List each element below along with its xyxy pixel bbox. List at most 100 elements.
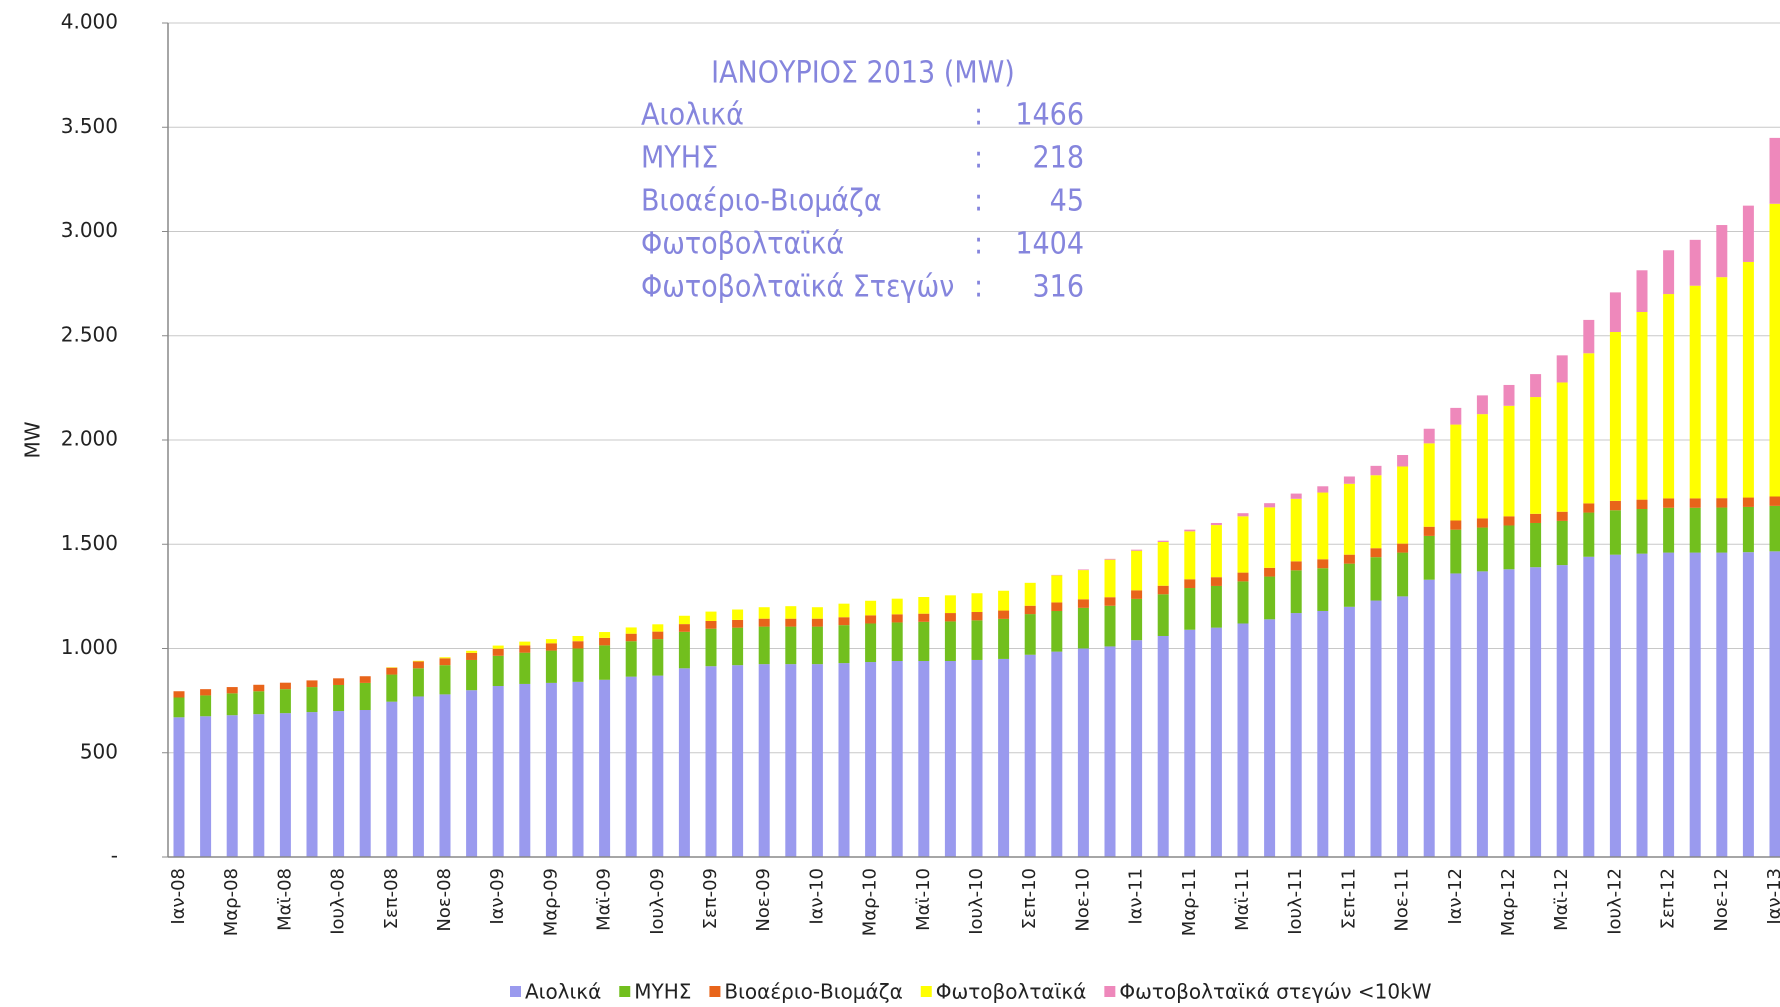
bar-segment: [971, 612, 983, 621]
bar-segment: [838, 625, 850, 664]
bar-segment: [1157, 594, 1169, 636]
bar-segment: [1636, 553, 1648, 857]
annotation-label: Φωτοβολταϊκά Στεγών: [641, 270, 954, 305]
bar-segment: [705, 611, 717, 621]
bar-segment: [439, 694, 451, 857]
bar-segment: [1157, 540, 1169, 542]
y-tick-label: 3.500: [61, 114, 118, 138]
bar-segment: [625, 633, 637, 642]
bar-segment: [173, 717, 185, 857]
bar-segment: [678, 624, 690, 632]
bar-segment: [386, 667, 398, 675]
bar-segment: [758, 664, 770, 857]
bar-segment: [200, 695, 212, 717]
bar-segment: [1264, 567, 1276, 577]
bar-segment: [998, 658, 1010, 857]
bar-segment: [1716, 507, 1728, 553]
bar-segment: [572, 635, 584, 642]
bar-segment: [599, 645, 611, 680]
bar-segment: [519, 652, 531, 684]
bar-segment: [1051, 602, 1063, 611]
bar-segment: [1556, 511, 1568, 521]
bar-segment: [439, 657, 451, 659]
bar-segment: [625, 641, 637, 677]
x-tick-label: Μαϊ-11: [1232, 868, 1253, 931]
bar-segment: [1636, 499, 1648, 510]
bar-segment: [1104, 558, 1116, 560]
x-tick-label: Ιαν-09: [487, 868, 508, 925]
bar-segment: [998, 610, 1010, 619]
bar-segment: [572, 641, 584, 649]
bar-segment: [785, 626, 797, 665]
bar-segment: [1210, 577, 1222, 586]
bar-segment: [625, 627, 637, 634]
x-tick-label: Νοε-08: [434, 868, 455, 932]
x-tick-label: Σεπ-11: [1338, 868, 1359, 929]
x-tick-label: Σεπ-12: [1658, 868, 1679, 929]
bar-segment: [1583, 556, 1595, 857]
bar-segment: [519, 645, 531, 653]
bar-segment: [1583, 512, 1595, 557]
x-tick-label: Ιουλ-11: [1285, 868, 1306, 935]
bar-segment: [732, 619, 744, 628]
bar-segment: [811, 626, 823, 665]
bar-segment: [545, 639, 557, 644]
bar-segment: [1210, 627, 1222, 857]
legend-swatch: [1104, 986, 1116, 997]
bar-segment: [1530, 567, 1542, 857]
bar-segment: [1769, 496, 1780, 506]
bar-segment: [652, 631, 664, 640]
bar-segment: [1663, 294, 1675, 499]
bar-segment: [1476, 414, 1488, 519]
x-tick-label: Ιουλ-08: [328, 868, 349, 935]
bar-segment: [1450, 407, 1462, 425]
bar-segment: [492, 645, 504, 649]
bar-segment: [678, 615, 690, 625]
bar-segment: [865, 623, 877, 663]
bar-segment: [1769, 551, 1780, 857]
bar-segment: [838, 617, 850, 626]
bar-segment: [1556, 382, 1568, 512]
bar-segment: [1343, 606, 1355, 857]
legend-label: Φωτοβολταϊκά: [936, 980, 1087, 1004]
bar-segment: [998, 618, 1010, 659]
x-tick-label: Σεπ-09: [700, 868, 721, 929]
bar-segment: [1503, 405, 1515, 517]
legend-swatch: [920, 986, 932, 997]
x-tick-label: Μαρ-12: [1498, 868, 1519, 936]
bar-segment: [971, 620, 983, 660]
bar-segment: [1636, 270, 1648, 312]
bar-segment: [1609, 331, 1621, 501]
bar-segment: [1503, 384, 1515, 406]
bar-segment: [412, 661, 424, 669]
bar-segment: [226, 715, 238, 857]
bar-segment: [1609, 554, 1621, 857]
legend-label: Αιολικά: [525, 980, 601, 1004]
bar-segment: [1450, 424, 1462, 521]
bar-segment: [1556, 520, 1568, 566]
bar-segment: [1290, 498, 1302, 562]
y-tick-label: 500: [80, 739, 118, 763]
annotation-separator: :: [974, 270, 983, 305]
bar-segment: [918, 613, 930, 622]
bar-segment: [1742, 261, 1754, 498]
bar-segment: [1530, 397, 1542, 514]
bar-segment: [1104, 559, 1116, 598]
annotation-title: ΙΑΝΟΥΡΙΟΣ 2013 (MW): [711, 56, 1015, 91]
bar-segment: [865, 615, 877, 624]
bar-segment: [1556, 565, 1568, 857]
x-tick-label: Σεπ-08: [381, 868, 402, 929]
annotation-separator: :: [974, 227, 983, 262]
bar-segment: [1051, 575, 1063, 603]
bar-segment: [1343, 554, 1355, 564]
y-tick-label: 4.000: [61, 10, 118, 34]
bar-segment: [1237, 581, 1249, 624]
x-tick-label: Ιουλ-09: [647, 868, 668, 935]
bar-segment: [1609, 292, 1621, 332]
bar-segment: [1290, 570, 1302, 614]
bar-segment: [1450, 529, 1462, 574]
bar-segment: [279, 689, 291, 714]
bar-segment: [1343, 563, 1355, 607]
bar-segment: [1290, 613, 1302, 857]
